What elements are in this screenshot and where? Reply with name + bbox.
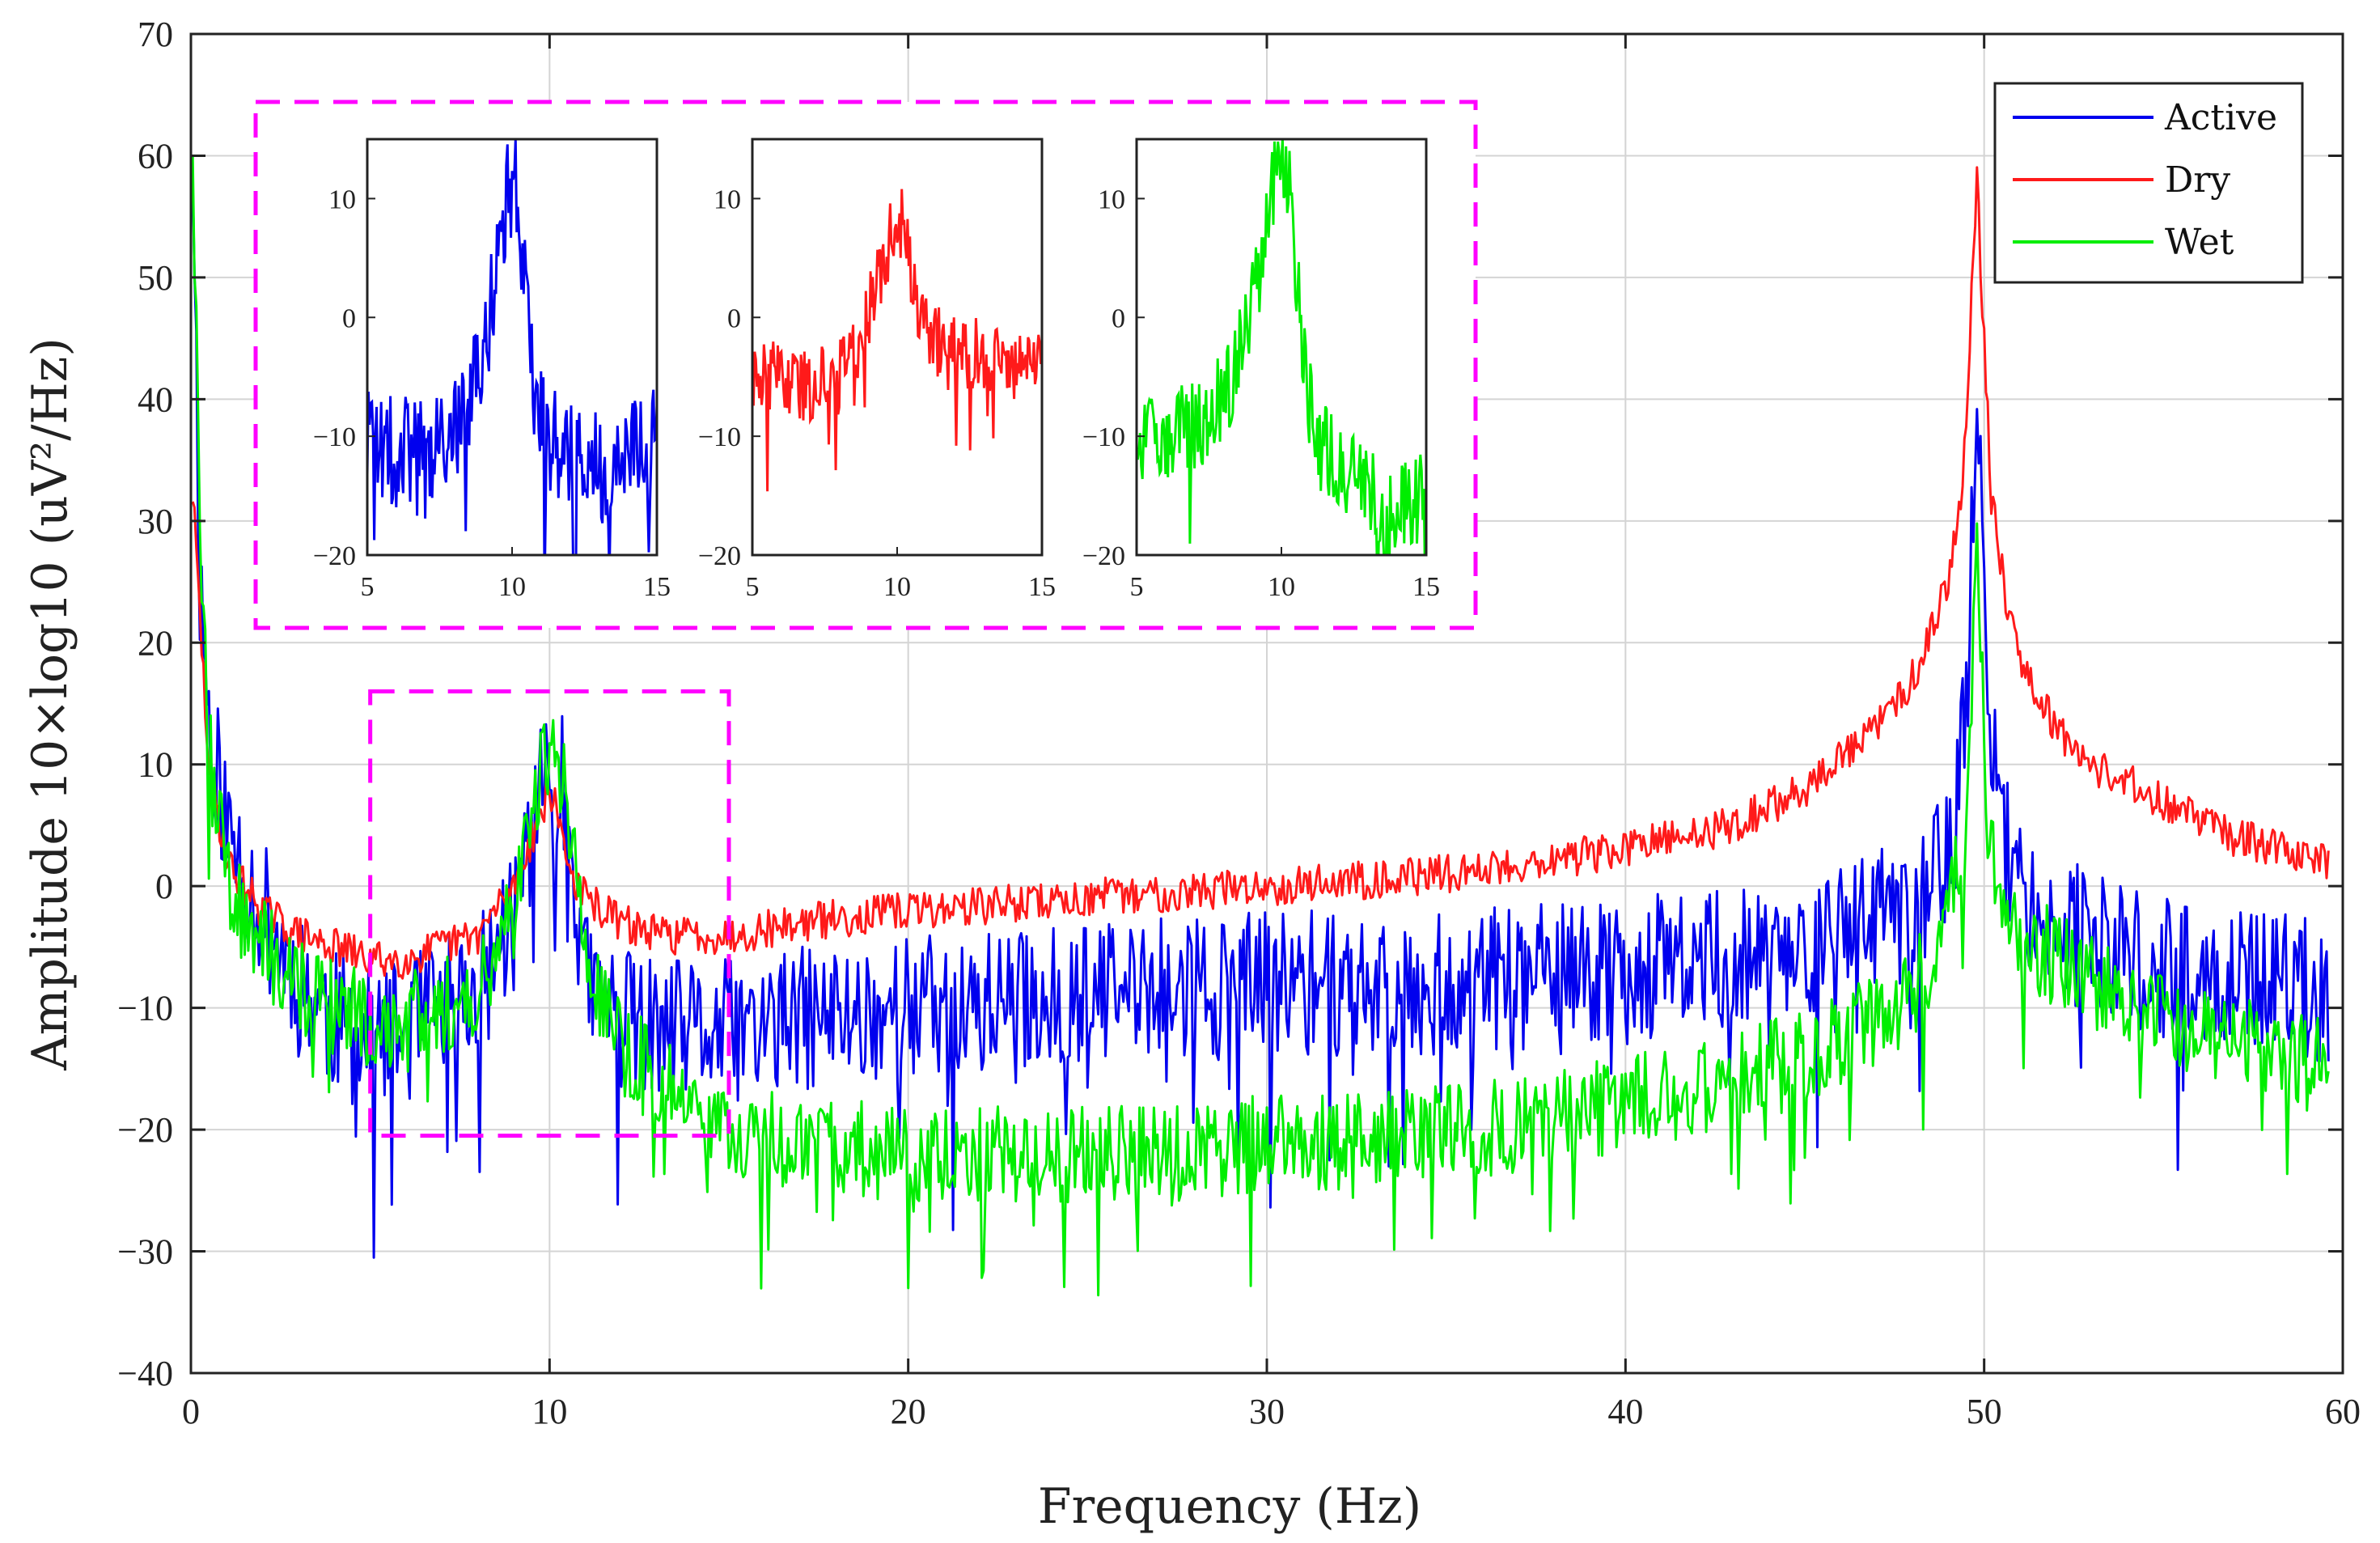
y-tick-label: −40 [117, 1354, 173, 1393]
y-tick-label: −30 [117, 1232, 173, 1272]
inset-y-tick-label: −20 [1082, 541, 1125, 571]
legend-label-wet: Wet [2165, 222, 2234, 263]
x-axis-label: Frequency (Hz) [1038, 1478, 1421, 1535]
inset-y-tick-label: 0 [342, 303, 356, 333]
zoom-region-box [368, 689, 731, 1138]
inset-series-line-active [367, 139, 657, 555]
y-tick-label: −10 [117, 989, 173, 1028]
main-annotations [368, 689, 731, 1138]
inset-series-line-wet [1137, 139, 1426, 555]
inset-x-tick-label: 5 [361, 572, 375, 602]
x-tick-label: 30 [1249, 1392, 1285, 1431]
y-tick-label: 40 [138, 379, 173, 419]
legend: Active Dry Wet [1993, 82, 2304, 284]
inset-y-tick-label: 10 [714, 184, 741, 214]
y-tick-label: 70 [138, 15, 173, 54]
y-tick-label: 60 [138, 136, 173, 176]
inset-x-tick-label: 10 [498, 572, 526, 602]
inset-y-tick-label: −10 [1082, 422, 1125, 452]
inset-y-tick-label: 0 [727, 303, 741, 333]
x-tick-label: 50 [1967, 1392, 2002, 1431]
x-tick-label: 20 [891, 1392, 926, 1431]
y-tick-label: 50 [138, 258, 173, 298]
inset-y-tick-label: −10 [698, 422, 741, 452]
inset-y-tick-label: −20 [313, 541, 356, 571]
inset-dry: 5 10 15 −20 −10 0 10 [698, 138, 1056, 602]
inset-x-tick-label: 15 [1028, 572, 1056, 602]
inset-series-line-dry [752, 189, 1042, 492]
inset-y-tick-label: 10 [328, 184, 356, 214]
inset-y-tick-label: 10 [1098, 184, 1125, 214]
inset-x-tick-label: 10 [883, 572, 911, 602]
inset-x-tick-label: 5 [1130, 572, 1144, 602]
inset-y-tick-label: 0 [1112, 303, 1125, 333]
x-tick-label: 0 [182, 1392, 200, 1431]
x-tick-label: 40 [1607, 1392, 1643, 1431]
y-tick-label: 0 [155, 867, 173, 906]
series-line-wet [191, 155, 2330, 1297]
y-tick-label: 10 [138, 745, 173, 785]
legend-label-active: Active [2164, 97, 2277, 138]
inset-y-tick-label: −20 [698, 541, 741, 571]
inset-active: 5 10 15 −20 −10 0 10 [313, 138, 671, 602]
y-tick-label: 30 [138, 502, 173, 541]
inset-x-tick-label: 15 [1412, 572, 1440, 602]
inset-x-tick-label: 10 [1268, 572, 1295, 602]
y-tick-label: −20 [117, 1110, 173, 1150]
legend-label-dry: Dry [2165, 159, 2230, 201]
y-tick-label: 20 [138, 623, 173, 663]
inset-x-tick-label: 5 [746, 572, 760, 602]
main-series [191, 155, 2330, 1297]
x-tick-label: 60 [2325, 1392, 2361, 1431]
x-tick-label: 10 [531, 1392, 567, 1431]
y-axis-label: Amplitude 10×log10 (uV²/Hz) [22, 337, 78, 1071]
inset-wet: 5 10 15 −20 −10 0 10 [1082, 138, 1440, 602]
inset-panels: 5 10 15 −20 −10 0 10 5 10 15 −20 −10 0 10 5 10 15 −20 −10 0… [253, 100, 1478, 630]
inset-x-tick-label: 15 [643, 572, 671, 602]
inset-y-tick-label: −10 [313, 422, 356, 452]
